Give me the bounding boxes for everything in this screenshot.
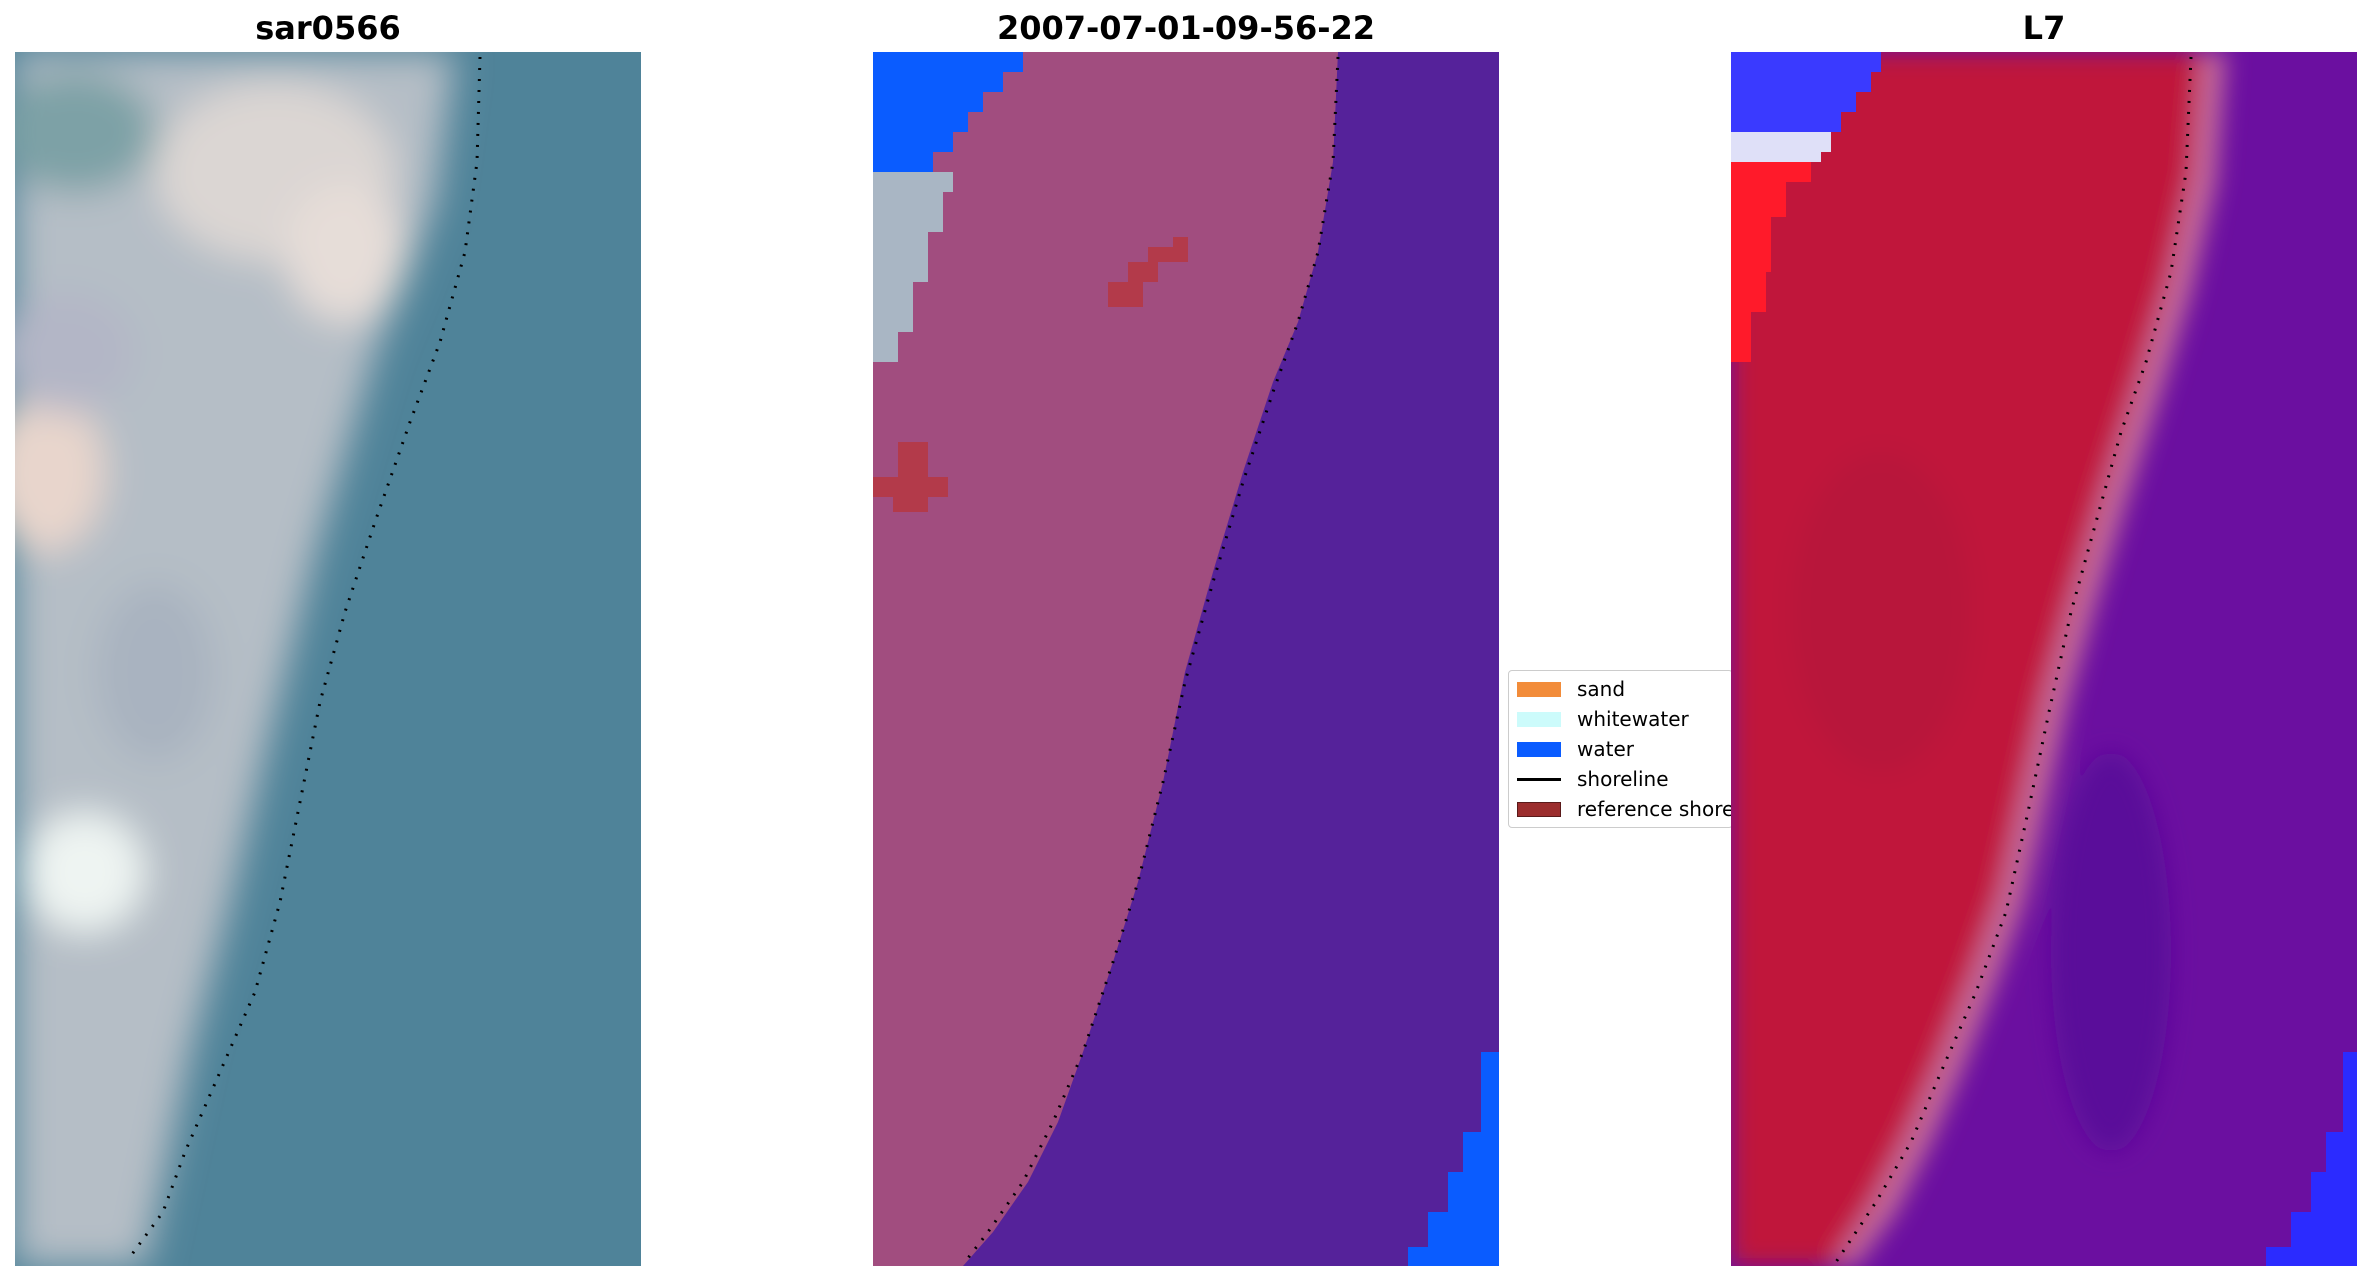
shoreline-line-swatch [1517, 777, 1561, 781]
shoreline-dots [128, 56, 482, 1258]
legend-item-shoreline: shoreline [1509, 764, 1669, 794]
classification-panel [873, 52, 1499, 1266]
rgb-image-panel [15, 52, 641, 1266]
panel-title-rgb: sar0566 [255, 9, 401, 47]
panel-title-classification: 2007-07-01-09-56-22 [996, 9, 1376, 47]
whitewater-swatch [1517, 711, 1561, 727]
rgb-image [15, 52, 641, 1266]
legend-item-reference-shoreline: reference shoreline [1509, 794, 1732, 824]
red-topleft [1731, 162, 1811, 362]
legend-label: sand [1577, 677, 1626, 701]
reference-patch-2 [873, 442, 948, 512]
legend-label: reference shoreline [1577, 797, 1732, 821]
shoreline-dots [1834, 56, 2193, 1263]
shoreline-dots [963, 56, 1340, 1263]
panel-title-mndwi: L7 [2022, 9, 2066, 47]
blue-bottomright [2266, 1052, 2357, 1266]
legend-item-water: water [1509, 734, 1634, 764]
water-blue-topleft [873, 52, 1023, 172]
land-class-area [873, 52, 1338, 1266]
legend-label: water [1577, 737, 1634, 761]
blue-topleft [1731, 52, 1881, 152]
legend-item-sand: sand [1509, 674, 1625, 704]
mndwi-panel [1731, 52, 2357, 1266]
classification-image [873, 52, 1499, 1266]
legend: sand whitewater water shoreline referenc… [1508, 670, 1733, 828]
sand-swatch [1517, 681, 1561, 697]
reference-shoreline-swatch [1517, 801, 1561, 817]
legend-label: shoreline [1577, 767, 1669, 791]
mndwi-image [1731, 52, 2357, 1266]
whitewater-topleft [873, 172, 953, 362]
legend-item-whitewater: whitewater [1509, 704, 1689, 734]
legend-label: whitewater [1577, 707, 1689, 731]
reference-patch-1 [1108, 237, 1188, 307]
water-blue-bottomright [1408, 1052, 1499, 1266]
water-swatch [1517, 741, 1561, 757]
white-topleft [1731, 132, 1831, 162]
